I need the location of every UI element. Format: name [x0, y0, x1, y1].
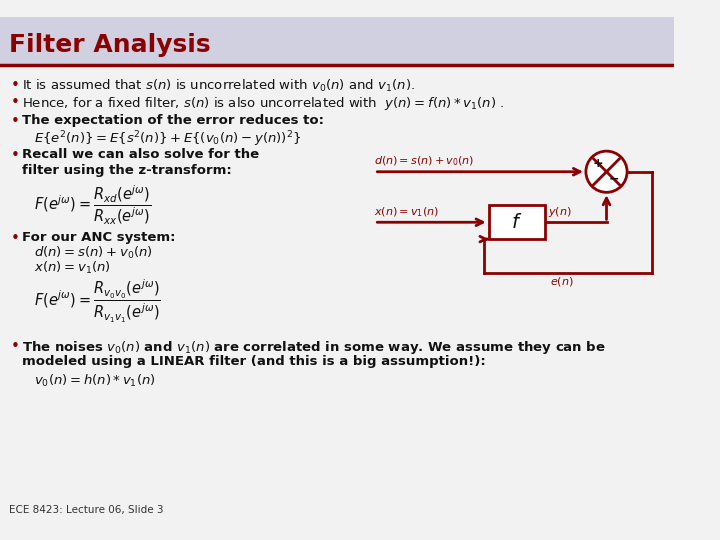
Text: $d(n) = s(n) + v_0(n)$: $d(n) = s(n) + v_0(n)$: [34, 245, 153, 261]
Text: •: •: [12, 114, 20, 129]
Text: $y(n)$: $y(n)$: [547, 205, 571, 219]
Text: ECE 8423: Lecture 06, Slide 3: ECE 8423: Lecture 06, Slide 3: [9, 505, 164, 515]
Text: •: •: [12, 231, 20, 246]
Bar: [0, 17, 674, 64]
Text: $E\{e^2(n)\} = E\{s^2(n)\} + E\{(v_0(n) - y(n))^2\}$: $E\{e^2(n)\} = E\{s^2(n)\} + E\{(v_0(n) …: [34, 130, 301, 149]
Text: •: •: [12, 95, 20, 110]
Text: $F(e^{j\omega}) = \dfrac{R_{v_0v_0}(e^{j\omega})}{R_{v_1v_1}(e^{j\omega})}$: $F(e^{j\omega}) = \dfrac{R_{v_0v_0}(e^{j…: [34, 278, 161, 325]
Text: $f$: $f$: [511, 213, 522, 232]
Text: $x(n) = v_1(n)$: $x(n) = v_1(n)$: [34, 260, 111, 276]
Text: Recall we can also solve for the: Recall we can also solve for the: [22, 148, 260, 161]
Text: •: •: [12, 148, 20, 163]
Text: $e(n)$: $e(n)$: [550, 275, 573, 288]
Text: It is assumed that $s(n)$ is uncorrelated with $v_0(n)$ and $v_1(n)$.: It is assumed that $s(n)$ is uncorrelate…: [22, 78, 415, 94]
Bar: [489, 205, 545, 239]
Text: filter using the z-transform:: filter using the z-transform:: [22, 164, 233, 177]
Text: The expectation of the error reduces to:: The expectation of the error reduces to:: [22, 114, 325, 127]
Text: Filter Analysis: Filter Analysis: [9, 33, 211, 57]
Circle shape: [586, 151, 627, 192]
Text: The noises $v_0(n)$ and $v_1(n)$ are correlated in some way. We assume they can : The noises $v_0(n)$ and $v_1(n)$ are cor…: [22, 339, 606, 356]
Text: $F(e^{j\omega}) = \dfrac{R_{xd}(e^{j\omega})}{R_{xx}(e^{j\omega})}$: $F(e^{j\omega}) = \dfrac{R_{xd}(e^{j\ome…: [34, 184, 151, 227]
Text: Hence, for a fixed filter, $s(n)$ is also uncorrelated with  $y(n) = f(n)*v_1(n): Hence, for a fixed filter, $s(n)$ is als…: [22, 95, 505, 112]
Text: •: •: [12, 339, 20, 354]
Text: +: +: [593, 157, 603, 170]
Text: −: −: [608, 173, 619, 186]
Text: $d(n) = s(n) + v_0(n)$: $d(n) = s(n) + v_0(n)$: [374, 154, 474, 168]
Text: •: •: [12, 78, 20, 93]
Text: modeled using a LINEAR filter (and this is a big assumption!):: modeled using a LINEAR filter (and this …: [22, 355, 486, 368]
Text: $x(n) = v_1(n)$: $x(n) = v_1(n)$: [374, 205, 439, 219]
Text: $v_0(n) = h(n)*v_1(n)$: $v_0(n) = h(n)*v_1(n)$: [34, 373, 156, 389]
Text: For our ANC system:: For our ANC system:: [22, 231, 176, 244]
